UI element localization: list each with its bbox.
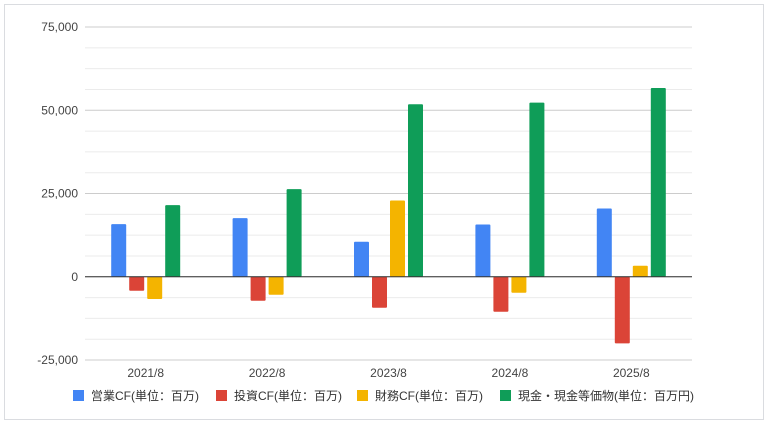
x-tick-label: 2022/8 [249,366,286,380]
x-axis-ticks: 2021/8 2022/8 2023/8 2024/8 2025/8 [127,366,650,380]
y-tick-label: 75,000 [41,20,78,34]
bar [111,224,127,277]
bar [390,200,405,277]
legend-swatch [357,390,368,401]
x-tick-label: 2023/8 [370,366,407,380]
legend: 営業CF(単位：百万) 投資CF(単位：百万) 財務CF(単位：百万) 現金・現金等価… [73,388,694,403]
bar [493,276,509,312]
bars [111,87,666,344]
bar [475,224,491,277]
bar [165,205,181,277]
bar [250,276,266,301]
y-tick-label: 0 [71,270,78,284]
x-tick-label: 2021/8 [127,366,164,380]
bar [529,102,545,277]
x-tick-label: 2024/8 [492,366,529,380]
bar [286,189,302,277]
y-tick-label: -25,000 [37,353,78,367]
bar [596,208,612,277]
bar [232,218,248,277]
bar [511,276,527,293]
legend-label: 営業CF(単位：百万) [91,388,199,403]
x-tick-label: 2025/8 [613,366,650,380]
legend-label: 財務CF(単位：百万) [375,388,483,403]
bar [372,276,387,308]
chart-frame [4,4,764,420]
y-tick-label: 50,000 [41,103,78,117]
bar [650,87,666,277]
bar [129,276,145,291]
bar [614,276,630,344]
bar [408,104,423,277]
y-tick-label: 25,000 [41,187,78,201]
legend-label: 現金・現金等価物(単位：百万円) [518,388,694,403]
legend-swatch [73,390,84,401]
gridlines [85,26,692,361]
bar [268,276,284,295]
legend-swatch [216,390,227,401]
bar [147,276,163,300]
bar [354,241,369,277]
legend-label: 投資CF(単位：百万) [234,388,342,403]
legend-swatch [500,390,511,401]
y-axis-ticks: -25,000 0 25,000 50,000 75,000 [37,20,78,367]
bar [632,265,648,277]
